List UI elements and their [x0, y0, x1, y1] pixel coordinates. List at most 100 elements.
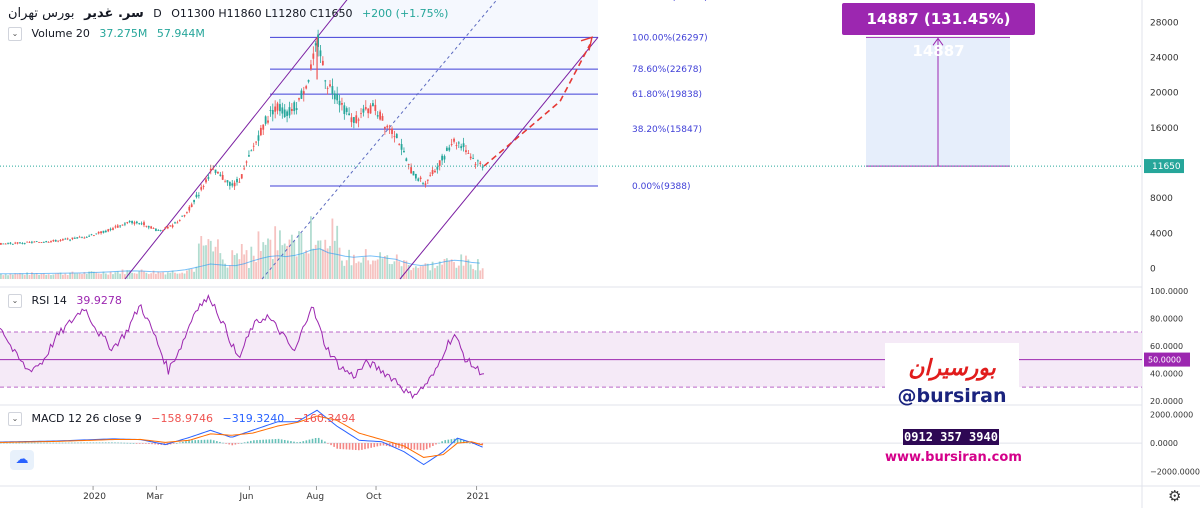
volume-bar	[312, 248, 315, 279]
candle-body	[326, 87, 329, 89]
volume-bar	[293, 240, 296, 279]
volume-bar	[188, 269, 191, 279]
macd-histogram-bar	[345, 443, 348, 450]
volume-bar	[114, 272, 117, 279]
volume-bar	[11, 274, 14, 279]
volume-bar	[276, 250, 279, 279]
macd-histogram-bar	[206, 439, 209, 444]
macd-signal-line[interactable]	[0, 415, 483, 458]
volume-bar	[410, 270, 413, 279]
rsi-line[interactable]	[0, 294, 485, 400]
macd-histogram-bar	[342, 443, 345, 450]
candle-body	[50, 241, 52, 242]
candle-body	[174, 222, 176, 224]
macd-histogram-bar	[290, 441, 292, 444]
candle-body	[224, 181, 226, 183]
macd-histogram-bar	[308, 439, 311, 444]
macd-histogram-bar	[219, 441, 221, 444]
candle-body	[403, 150, 405, 153]
volume-bar	[283, 243, 286, 279]
volume-bar	[224, 263, 226, 279]
gear-icon[interactable]: ⚙	[1168, 487, 1182, 505]
volume-bar	[372, 260, 374, 279]
candle-body	[88, 235, 91, 237]
candle-body	[155, 228, 157, 231]
volume-bar	[431, 261, 434, 279]
tradingview-logo-icon[interactable]: ☁	[10, 450, 34, 470]
macd-collapse-icon[interactable]: ⌄	[8, 412, 22, 426]
volume-bar	[62, 274, 64, 279]
macd-histogram-bar	[89, 442, 92, 444]
candle-body	[38, 242, 40, 243]
candle-body	[321, 60, 324, 66]
volume-bar	[100, 273, 102, 279]
channel-mid-line[interactable]	[261, 0, 500, 280]
macd-histogram-bar	[6, 442, 8, 444]
volume-bar	[295, 256, 298, 279]
volume-bar	[374, 260, 377, 279]
candle-body	[417, 178, 420, 181]
candle-body	[205, 179, 207, 183]
promo-handle: @bursiran	[897, 385, 1007, 407]
last-price-label: 11650	[1152, 162, 1181, 172]
volume-bar	[252, 255, 255, 279]
volume-bar	[238, 259, 241, 279]
volume-bar	[257, 231, 260, 279]
volume-bar	[298, 231, 300, 279]
macd-histogram-bar	[209, 439, 212, 444]
candle-body	[269, 110, 272, 111]
volume-bar	[395, 254, 398, 279]
candle-body	[128, 220, 131, 222]
volume-bar	[407, 264, 410, 279]
volume-bar	[310, 216, 312, 279]
volume-bar	[324, 239, 327, 279]
volume-bar	[333, 240, 336, 279]
macd-histogram-bar	[287, 440, 289, 444]
rsi-collapse-icon[interactable]: ⌄	[8, 294, 22, 308]
macd-histogram-bar	[27, 442, 30, 444]
price-tick-label: 8000	[1150, 194, 1173, 204]
candle-body	[171, 225, 174, 228]
candle-body	[26, 241, 29, 243]
volume-bar	[112, 274, 114, 279]
volume-ma-line	[0, 248, 480, 275]
macd-histogram-bar	[256, 440, 258, 444]
fib-level-label: 78.60%(22678)	[632, 65, 702, 75]
macd-histogram-bar	[450, 439, 453, 444]
volume-bar	[181, 272, 184, 279]
macd-histogram-bar	[283, 439, 286, 444]
measure-label[interactable]: 14887 (131.45%) 14887	[842, 3, 1035, 60]
candle-body	[307, 80, 310, 82]
macd-histogram-bar	[58, 442, 61, 444]
candle-body	[73, 237, 76, 239]
collapse-chevron-icon[interactable]: ⌄	[8, 27, 22, 41]
macd-tick-label: 2000.0000	[1150, 411, 1193, 420]
channel-upper-line[interactable]	[124, 0, 350, 280]
volume-bar	[462, 265, 465, 279]
candle-body	[405, 158, 408, 162]
rsi-tick-label: 40.0000	[1150, 369, 1183, 378]
macd-histogram-bar	[361, 443, 363, 450]
candle-body	[135, 221, 138, 224]
volume-bar	[386, 255, 389, 279]
volume-bar	[126, 270, 129, 279]
candle-body	[45, 241, 48, 243]
candle-body	[345, 108, 348, 112]
channel-lower-line[interactable]	[399, 37, 599, 280]
macd-histogram-bar	[123, 442, 126, 444]
macd-histogram-bar	[475, 443, 477, 445]
volume-bar	[231, 250, 234, 279]
volume-bar	[259, 251, 262, 279]
candle-body	[126, 222, 129, 223]
projection-arrow[interactable]	[483, 43, 591, 167]
interval-label[interactable]: D	[153, 7, 162, 20]
volume-bar	[0, 273, 2, 279]
volume-bar	[307, 253, 310, 279]
volume-bar	[145, 272, 148, 279]
candle-body	[59, 239, 62, 241]
volume-bar	[331, 218, 334, 279]
candle-body	[436, 166, 439, 170]
macd-histogram-bar	[108, 442, 110, 444]
volume-bar	[174, 272, 176, 279]
